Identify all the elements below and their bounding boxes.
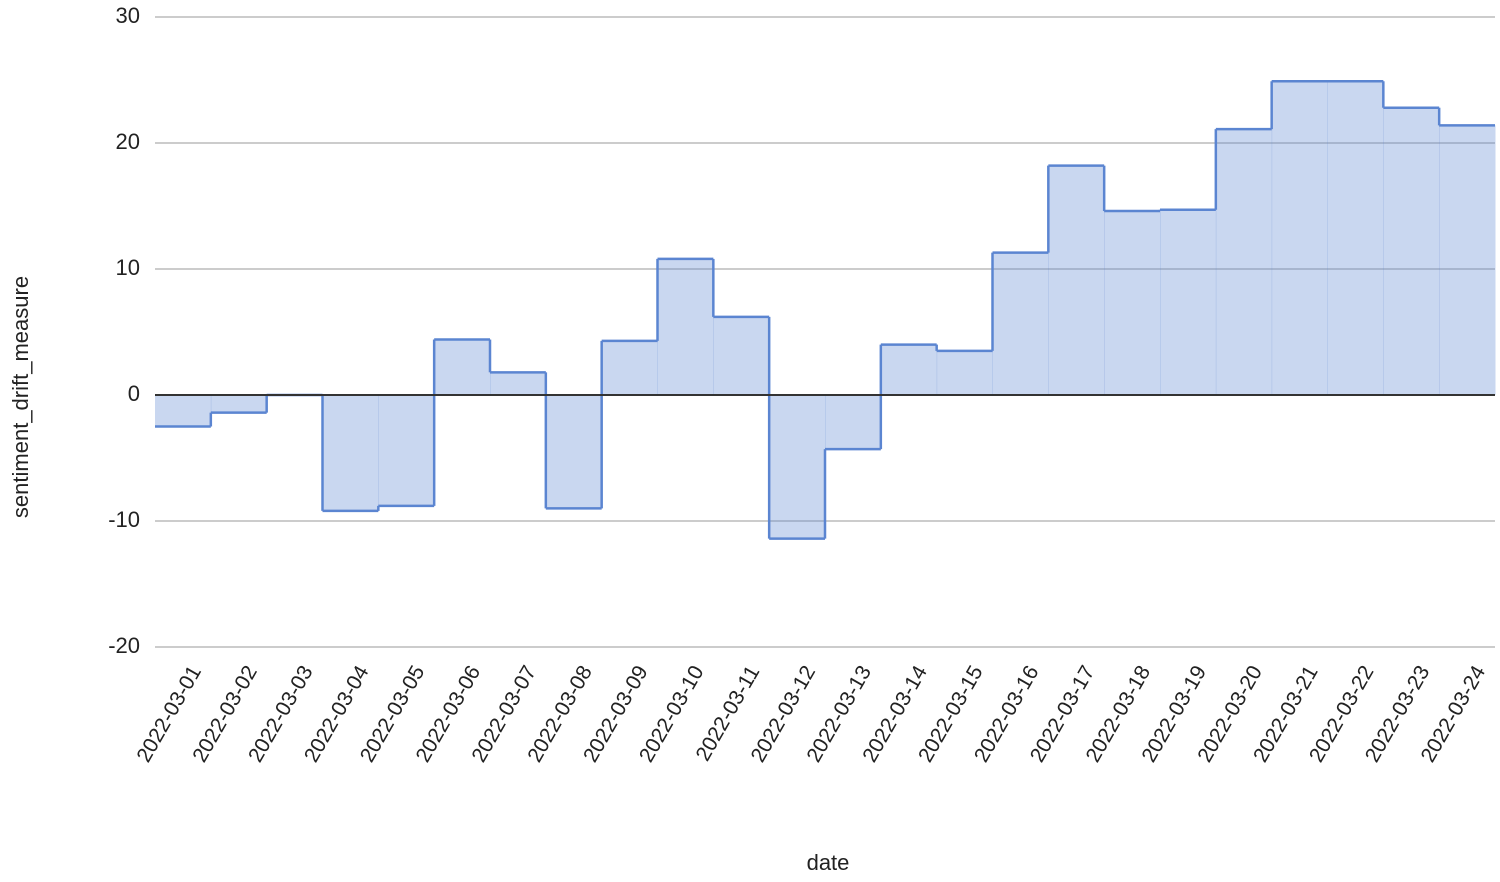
area-step (378, 395, 435, 506)
y-tick-label: 30 (116, 3, 140, 28)
y-tick-label: 10 (116, 255, 140, 280)
y-tick-label: -20 (108, 633, 140, 658)
area-step (936, 350, 993, 395)
area-step (1271, 81, 1328, 395)
area-step (1215, 129, 1273, 395)
area-step (434, 339, 491, 395)
y-tick-label: 20 (116, 129, 140, 154)
area-series (155, 80, 1496, 540)
y-tick-label: 0 (128, 381, 140, 406)
area-step (601, 340, 658, 395)
area-step (825, 395, 882, 450)
area-step (1104, 211, 1161, 395)
area-step (657, 258, 714, 395)
area-step (545, 395, 603, 509)
area-step (769, 395, 826, 539)
area-step (210, 395, 268, 413)
area-step (1439, 125, 1496, 396)
x-axis-title: date (807, 850, 850, 875)
area-step (1048, 165, 1105, 395)
area-step (155, 395, 212, 427)
area-step (1383, 107, 1440, 395)
area-step (1327, 81, 1384, 395)
area-step (490, 372, 547, 395)
area-step (713, 316, 770, 395)
y-tick-label: -10 (108, 507, 140, 532)
y-axis-title: sentiment_drift_measure (8, 276, 33, 518)
area-step (322, 395, 379, 511)
area-step (880, 344, 938, 395)
area-step (992, 252, 1049, 395)
area-step (1160, 209, 1217, 395)
